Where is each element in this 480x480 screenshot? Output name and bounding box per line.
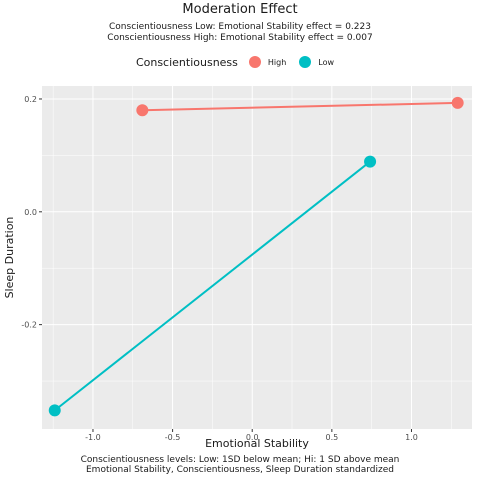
series-line-high: [142, 101, 458, 112]
chart-caption-line-2: Emotional Stability, Conscientiousness, …: [86, 465, 394, 475]
chart-caption-line-1: Conscientiousness levels: Low: 1SD below…: [80, 455, 400, 465]
x-axis-label: Emotional Stability: [205, 437, 309, 450]
series-point-high: [451, 96, 464, 109]
legend-swatch-high: [248, 56, 261, 68]
grid-major: [42, 86, 472, 429]
chart-subtitle-line-2: Conscientiousness High: Emotional Stabil…: [107, 33, 373, 43]
legend-item-low: Low: [296, 53, 334, 71]
y-tick-label: 0.0: [24, 208, 37, 217]
grid-minor: [42, 86, 472, 429]
y-axis-label: Sleep Duration: [3, 217, 16, 299]
axes-layer: -1.0 -0.5 0.0 0.5 1.0 -0.2 0.0 0.2: [21, 95, 417, 442]
legend-key-high: [246, 53, 264, 71]
x-tick-label: -0.5: [165, 433, 181, 442]
legend-title: Conscientiousness: [135, 55, 238, 69]
x-tick-label: -1.0: [85, 433, 101, 442]
series-point-low: [48, 404, 61, 417]
series-point-low: [364, 155, 377, 168]
y-tick-label: -0.2: [21, 321, 37, 330]
series-line-low: [54, 160, 371, 412]
x-tick-label: 0.5: [325, 433, 338, 442]
legend-swatch-low: [299, 56, 312, 68]
legend-label-low: Low: [318, 57, 335, 67]
chart-title: Moderation Effect: [182, 2, 298, 17]
series-layer: [48, 96, 464, 417]
plot-panel: [42, 86, 472, 429]
x-tick-label: 1.0: [405, 433, 418, 442]
series-point-high: [136, 104, 149, 117]
legend: Conscientiousness High Low: [0, 53, 480, 71]
x-tick-label: 0.0: [246, 433, 259, 442]
chart-subtitle-line-1: Conscientiousness Low: Emotional Stabili…: [109, 22, 371, 32]
legend-key-low: [296, 53, 314, 71]
legend-label-high: High: [267, 57, 287, 67]
legend-item-high: High: [246, 53, 286, 71]
y-tick-label: 0.2: [24, 95, 37, 104]
